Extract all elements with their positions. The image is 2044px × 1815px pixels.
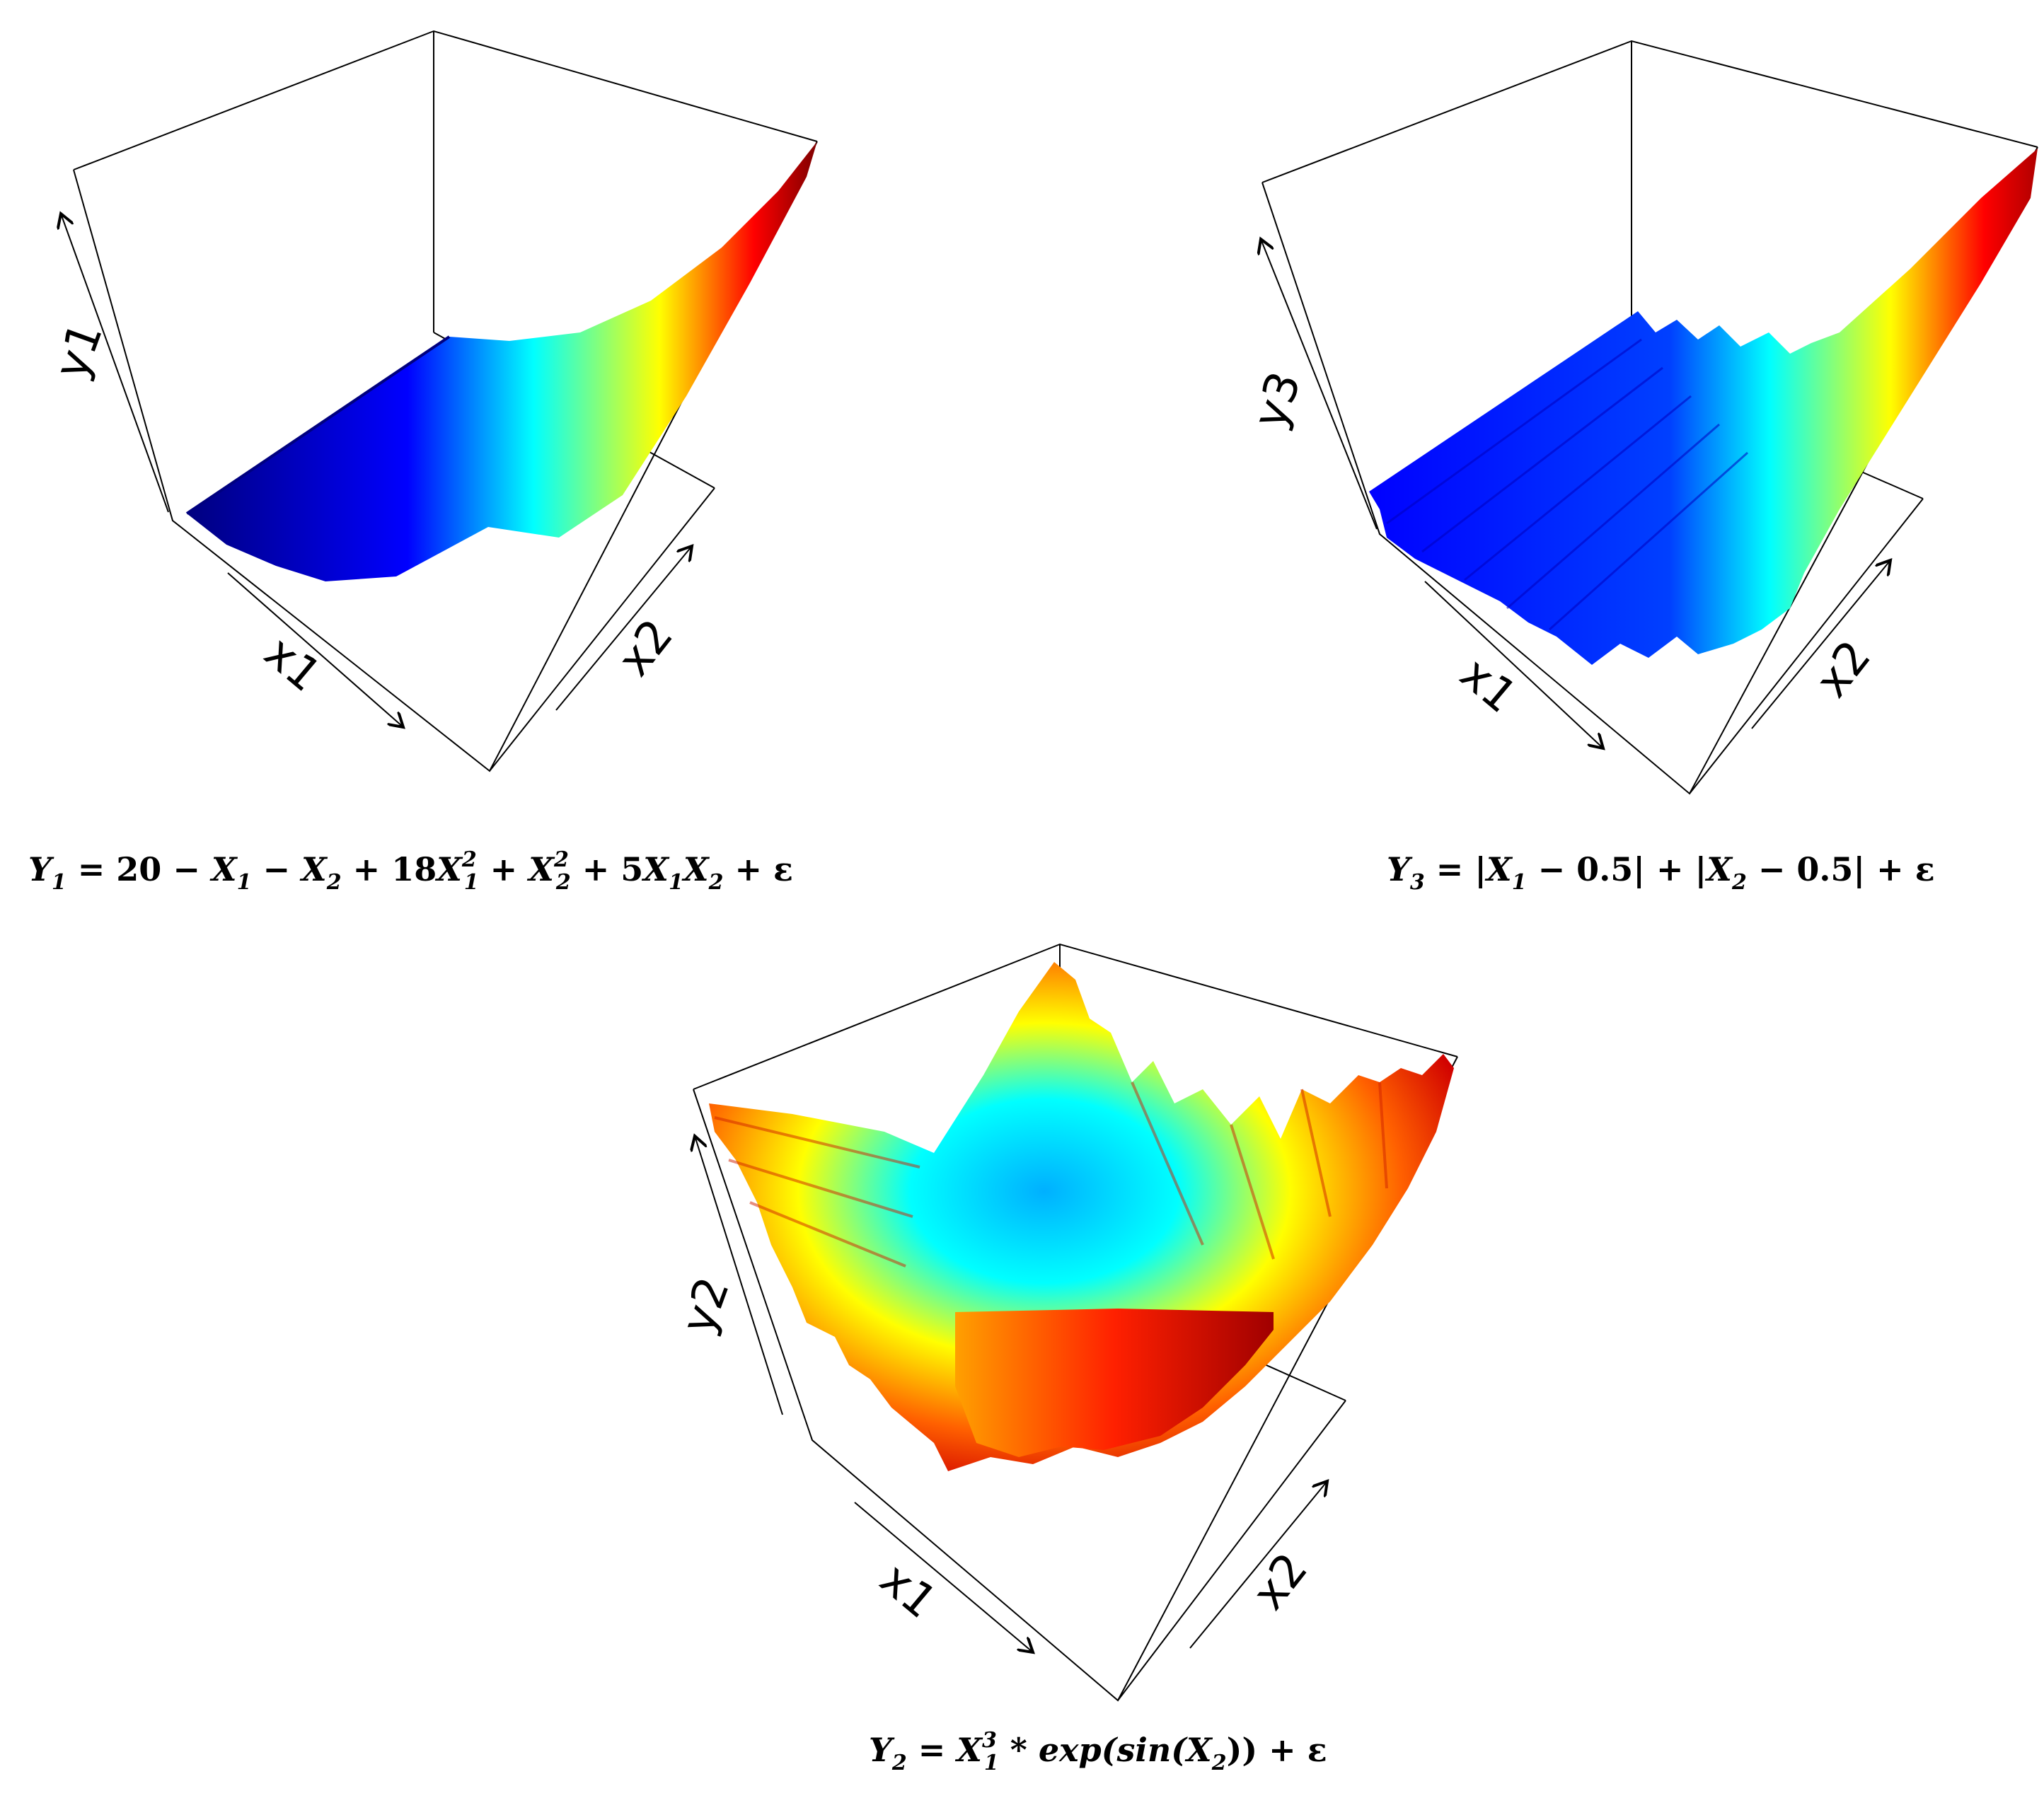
surface bbox=[185, 141, 817, 581]
x2-axis-label: x2 bbox=[1806, 631, 1881, 707]
formula-y2: Y2 = X3 1 * exp(sin(X2)) + ε bbox=[869, 1728, 1327, 1775]
surface-body-y1 bbox=[187, 141, 817, 581]
x1-axis-arrow bbox=[854, 1502, 1033, 1652]
x1-axis-arrow bbox=[227, 572, 403, 727]
x1-axis-label: x1 bbox=[1450, 648, 1527, 724]
x1-axis-label: x1 bbox=[870, 1553, 947, 1629]
panel-y2: y2 x1 x2 bbox=[671, 943, 1458, 1702]
x2-axis-label: x2 bbox=[1242, 1543, 1318, 1619]
surface-body-y2 bbox=[709, 962, 1454, 1471]
formula-y1: Y1 = 20 − X1 − X2 + 18X2 1 + X2 2 + 5X1X2 … bbox=[28, 847, 793, 895]
panel-y3: y3 x1 x2 bbox=[1243, 40, 2038, 795]
surface-ridges-y3 bbox=[1386, 338, 1748, 631]
surface-body-y3 bbox=[1369, 149, 2038, 665]
x2-axis-label: x2 bbox=[608, 610, 683, 685]
z-axis-arrow bbox=[695, 1136, 783, 1415]
formula-y3: Y3 = |X1 − 0.5| + |X2 − 0.5| + ε bbox=[1387, 850, 1935, 895]
surface bbox=[709, 962, 1454, 1471]
panel-y1: y1 x1 x2 bbox=[45, 30, 818, 772]
surface bbox=[1369, 149, 2038, 665]
surface-red-block-y2 bbox=[955, 1309, 1274, 1457]
surface-ridges-y2 bbox=[714, 1082, 1388, 1268]
x1-axis-label: x1 bbox=[255, 627, 331, 702]
z-axis-label: y3 bbox=[1243, 365, 1311, 435]
x1-axis-arrow bbox=[1424, 581, 1603, 748]
x2-axis-arrow bbox=[555, 546, 692, 711]
z-axis-arrow bbox=[1261, 239, 1378, 530]
z-axis-arrow bbox=[61, 214, 169, 513]
z-axis-label: y2 bbox=[671, 1270, 739, 1340]
surface-edge-y1 bbox=[185, 335, 451, 515]
x2-axis-arrow bbox=[1751, 560, 1890, 729]
z-axis-label: y1 bbox=[45, 315, 112, 385]
x2-axis-arrow bbox=[1189, 1481, 1327, 1649]
